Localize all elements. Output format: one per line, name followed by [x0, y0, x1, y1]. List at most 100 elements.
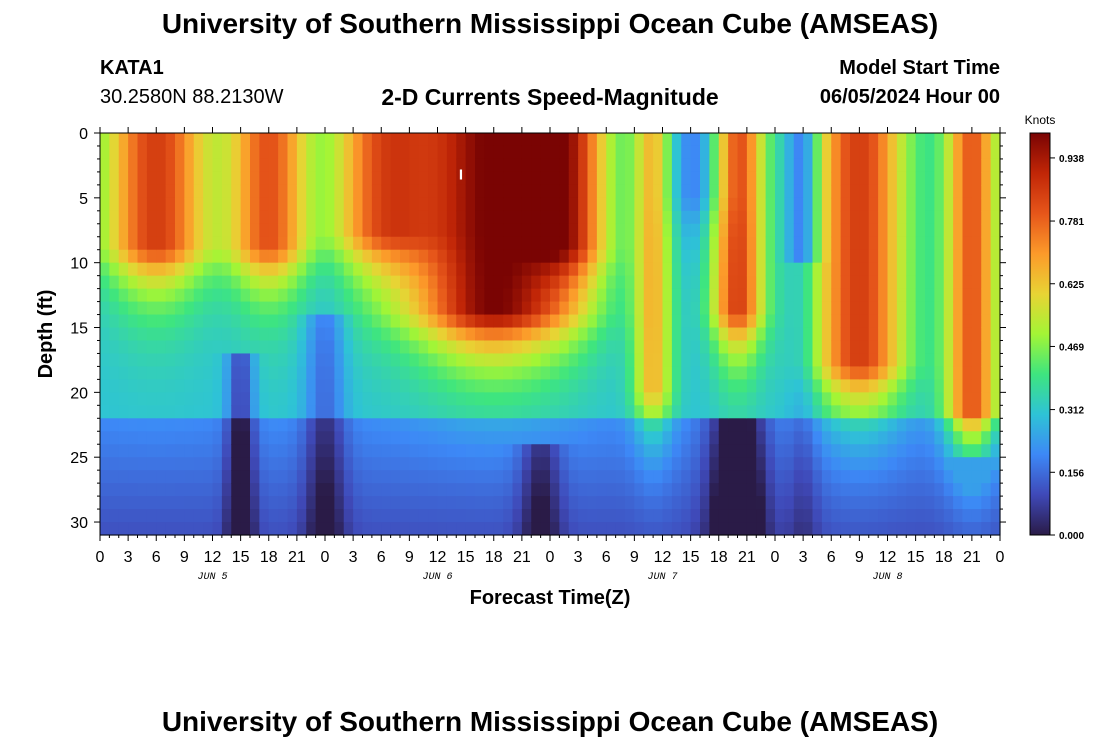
heatmap-cell — [596, 353, 607, 368]
heatmap-cell — [409, 158, 420, 173]
heatmap-cell — [156, 249, 167, 264]
heatmap-cell — [953, 301, 964, 316]
heatmap-cell — [550, 470, 560, 484]
heatmap-cell — [550, 275, 560, 290]
heatmap-cell — [643, 366, 654, 380]
heatmap-cell — [521, 314, 532, 329]
heatmap-cell — [203, 249, 214, 264]
heatmap-cell — [568, 353, 579, 368]
heatmap-cell — [512, 470, 523, 484]
heatmap-cell — [831, 483, 842, 497]
heatmap-cell — [484, 301, 495, 316]
heatmap-cell — [221, 483, 232, 497]
heatmap-cell — [343, 327, 354, 342]
heatmap-cell — [315, 470, 326, 484]
heatmap-cell — [156, 340, 167, 355]
heatmap-cell — [840, 301, 851, 316]
heatmap-cell — [296, 275, 307, 290]
heatmap-cell — [540, 210, 551, 225]
heatmap-cell — [737, 262, 748, 277]
heatmap-cell — [203, 522, 214, 536]
heatmap-cell — [896, 431, 907, 445]
heatmap-cell — [203, 457, 214, 471]
day-label: JUN 8 — [872, 572, 902, 583]
heatmap-cell — [821, 301, 832, 316]
heatmap-cell — [531, 249, 542, 264]
heatmap-cell — [784, 509, 795, 523]
heatmap-cell — [671, 509, 682, 523]
heatmap-cell — [446, 184, 457, 199]
heatmap-cell — [596, 327, 607, 342]
heatmap-cell — [906, 197, 917, 212]
heatmap-cell — [559, 314, 570, 329]
heatmap-cell — [671, 366, 682, 380]
heatmap-cell — [737, 301, 748, 316]
heatmap-cell — [137, 418, 148, 432]
heatmap-cell — [831, 158, 842, 173]
heatmap-cell — [231, 301, 242, 316]
heatmap-cell — [981, 353, 992, 368]
heatmap-cell — [343, 405, 354, 419]
heatmap-cell — [671, 392, 682, 406]
heatmap-cell — [765, 171, 776, 186]
heatmap-cell — [493, 522, 504, 536]
heatmap-cell — [793, 171, 804, 186]
heatmap-cell — [821, 509, 832, 523]
heatmap-cell — [568, 522, 579, 536]
heatmap-cell — [653, 444, 664, 458]
heatmap-cell — [981, 145, 992, 160]
heatmap-cell — [925, 470, 935, 484]
heatmap-cell — [146, 431, 157, 445]
x-tick-label: 12 — [429, 549, 447, 566]
heatmap-cell — [681, 353, 692, 368]
heatmap-cell — [831, 314, 842, 329]
heatmap-cell — [643, 509, 654, 523]
heatmap-cell — [784, 457, 795, 471]
heatmap-cell — [484, 171, 495, 186]
heatmap-cell — [981, 392, 992, 406]
heatmap-cell — [925, 522, 935, 536]
heatmap-cell — [906, 210, 917, 225]
heatmap-cell — [559, 457, 570, 471]
heatmap-cell — [550, 405, 560, 419]
heatmap-cell — [887, 236, 898, 251]
heatmap-cell — [400, 223, 410, 238]
heatmap-cell — [990, 145, 1001, 160]
heatmap-cell — [156, 197, 167, 212]
heatmap-cell — [259, 301, 270, 316]
x-tick-label: 0 — [771, 549, 780, 566]
heatmap-cell — [259, 158, 270, 173]
heatmap-cell — [212, 522, 223, 536]
heatmap-cell — [446, 405, 457, 419]
heatmap-cell — [371, 522, 382, 536]
heatmap-cell — [700, 509, 710, 523]
x-tick-label: 21 — [288, 549, 306, 566]
heatmap-cell — [990, 483, 1001, 497]
heatmap-cell — [775, 262, 785, 277]
heatmap-cell — [390, 249, 401, 264]
heatmap-cell — [221, 262, 232, 277]
heatmap-cell — [671, 379, 682, 393]
heatmap-cell — [868, 405, 879, 419]
heatmap-cell — [831, 184, 842, 199]
heatmap-cell — [512, 431, 523, 445]
heatmap-cell — [400, 184, 410, 199]
heatmap-cell — [334, 444, 345, 458]
heatmap-cell — [953, 353, 964, 368]
heatmap-cell — [700, 249, 710, 264]
heatmap-cell — [868, 483, 879, 497]
heatmap-cell — [756, 184, 767, 199]
heatmap-cell — [925, 457, 935, 471]
heatmap-cell — [381, 353, 392, 368]
heatmap-cell — [803, 379, 814, 393]
heatmap-cell — [878, 133, 889, 147]
heatmap-cell — [456, 210, 467, 225]
heatmap-cell — [325, 483, 335, 497]
heatmap-cell — [128, 249, 139, 264]
heatmap-cell — [971, 392, 982, 406]
heatmap-cell — [100, 353, 110, 368]
heatmap-cell — [578, 496, 589, 510]
heatmap-cell — [606, 275, 617, 290]
heatmap-cell — [203, 431, 214, 445]
heatmap-cell — [381, 431, 392, 445]
